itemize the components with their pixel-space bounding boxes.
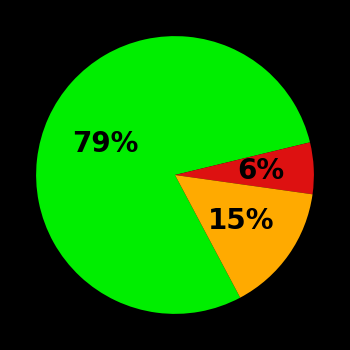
Text: 15%: 15% — [208, 207, 274, 235]
Wedge shape — [36, 36, 310, 314]
Wedge shape — [175, 175, 313, 298]
Text: 79%: 79% — [72, 130, 139, 158]
Text: 6%: 6% — [237, 157, 285, 185]
Wedge shape — [175, 142, 314, 194]
